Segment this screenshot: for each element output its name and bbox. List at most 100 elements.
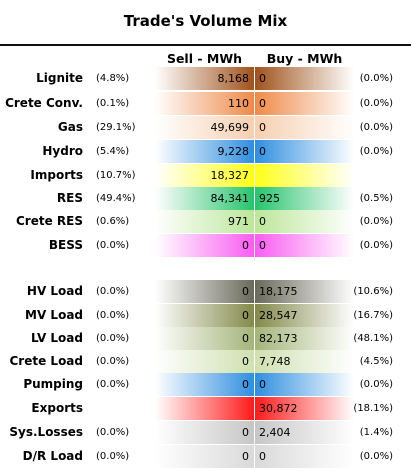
buy-value-cell: 2,404 — [255, 421, 354, 444]
buy-percent: (48.1%) — [353, 333, 393, 344]
sell-percent: (0.0%) — [96, 379, 130, 390]
sell-value-cell: 0 — [155, 445, 254, 468]
sell-value-cell: 0 — [155, 350, 254, 373]
row-label: Exports — [31, 401, 83, 415]
cell-divider — [254, 373, 255, 396]
buy-percent: (1.4%) — [359, 427, 393, 438]
row-label: BESS — [48, 238, 83, 252]
buy-percent: (16.7%) — [353, 310, 393, 321]
buy-value-cell — [255, 164, 354, 187]
table-row: Crete Conv. (0.1%) 110 0 (0.0%) — [0, 92, 411, 115]
buy-percent: (0.0%) — [359, 146, 393, 157]
cell-divider — [254, 67, 255, 90]
table-row: Hydro (5.4%) 9,228 0 (0.0%) — [0, 140, 411, 163]
sell-value-cell: 0 — [155, 421, 254, 444]
cell-divider — [254, 234, 255, 257]
buy-value-cell: 28,547 — [255, 304, 354, 327]
sell-value-cell: 84,341 — [155, 187, 254, 210]
row-label: Gas — [57, 120, 83, 134]
sell-value-cell: 9,228 — [155, 140, 254, 163]
cell-divider — [254, 116, 255, 139]
sell-column-header: Sell - MWh — [166, 51, 243, 66]
row-label: Crete RES — [16, 214, 83, 228]
table-row: RES (49.4%) 84,341 925 (0.5%) — [0, 187, 411, 210]
buy-percent: (0.0%) — [359, 451, 393, 462]
sell-value-cell: 18,327 — [155, 164, 254, 187]
buy-percent: (0.0%) — [359, 98, 393, 109]
cell-divider — [254, 164, 255, 187]
sell-percent: (0.0%) — [96, 333, 130, 344]
cell-divider — [254, 187, 255, 210]
title-divider — [0, 44, 411, 46]
row-label: Crete Conv. — [5, 96, 83, 110]
buy-percent: (0.0%) — [359, 73, 393, 84]
row-label: LV Load — [30, 331, 83, 345]
table-row: MV Load (0.0%) 0 28,547 (16.7%) — [0, 304, 411, 327]
row-label: RES — [56, 191, 83, 205]
row-label: HV Load — [26, 284, 83, 298]
sell-percent: (49.4%) — [96, 193, 136, 204]
row-label: Sys.Losses — [9, 425, 83, 439]
sell-value-cell — [155, 397, 254, 420]
sell-percent: (0.0%) — [96, 286, 130, 297]
row-label: Hydro — [42, 144, 83, 158]
buy-value-cell: 0 — [255, 234, 354, 257]
cell-divider — [254, 350, 255, 373]
chart-title: Trade's Volume Mix — [123, 12, 288, 30]
sell-value-cell: 49,699 — [155, 116, 254, 139]
cell-divider — [254, 92, 255, 115]
cell-divider — [254, 445, 255, 468]
table-row: Exports 30,872 (18.1%) — [0, 397, 411, 420]
row-label: D/R Load — [22, 449, 83, 463]
buy-value-cell: 0 — [255, 140, 354, 163]
table-row: Imports (10.7%) 18,327 — [0, 164, 411, 187]
sell-percent: (4.8%) — [96, 73, 130, 84]
buy-value-cell: 0 — [255, 210, 354, 233]
sell-percent: (0.0%) — [96, 240, 130, 251]
table-row: Crete RES (0.6%) 971 0 (0.0%) — [0, 210, 411, 233]
table-row: HV Load (0.0%) 0 18,175 (10.6%) — [0, 280, 411, 303]
buy-percent: (0.0%) — [359, 379, 393, 390]
sell-value-cell: 0 — [155, 304, 254, 327]
row-label: Imports — [30, 168, 83, 182]
sell-value-cell: 0 — [155, 327, 254, 350]
cell-divider — [254, 327, 255, 350]
sell-percent: (0.0%) — [96, 451, 130, 462]
sell-value-cell: 0 — [155, 280, 254, 303]
table-row: Gas (29.1%) 49,699 0 (0.0%) — [0, 116, 411, 139]
buy-percent: (0.5%) — [359, 193, 393, 204]
row-label: MV Load — [25, 308, 83, 322]
buy-percent: (18.1%) — [353, 403, 393, 414]
buy-value-cell: 0 — [255, 373, 354, 396]
buy-percent: (0.0%) — [359, 216, 393, 227]
buy-value-cell: 0 — [255, 445, 354, 468]
sell-value-cell: 110 — [155, 92, 254, 115]
table-row: Pumping (0.0%) 0 0 (0.0%) — [0, 373, 411, 396]
table-row: LV Load (0.0%) 0 82,173 (48.1%) — [0, 327, 411, 350]
row-label: Crete Load — [9, 354, 84, 368]
table-row: BESS (0.0%) 0 0 (0.0%) — [0, 234, 411, 257]
buy-value-cell: 0 — [255, 92, 354, 115]
row-label: Pumping — [23, 377, 83, 391]
sell-value-cell: 971 — [155, 210, 254, 233]
buy-percent: (0.0%) — [359, 240, 393, 251]
row-label: Lignite — [36, 71, 83, 85]
buy-value-cell: 18,175 — [255, 280, 354, 303]
cell-divider — [254, 397, 255, 420]
cell-divider — [254, 421, 255, 444]
buy-percent: (10.6%) — [353, 286, 393, 297]
buy-value-cell: 30,872 — [255, 397, 354, 420]
buy-value-cell: 0 — [255, 67, 354, 90]
cell-divider — [254, 280, 255, 303]
sell-value-cell: 8,168 — [155, 67, 254, 90]
sell-percent: (0.0%) — [96, 427, 130, 438]
buy-value-cell: 925 — [255, 187, 354, 210]
sell-value-cell: 0 — [155, 373, 254, 396]
buy-value-cell: 7,748 — [255, 350, 354, 373]
sell-percent: (5.4%) — [96, 146, 130, 157]
sell-percent: (0.1%) — [96, 98, 130, 109]
sell-value-cell: 0 — [155, 234, 254, 257]
sell-percent: (0.0%) — [96, 356, 130, 367]
cell-divider — [254, 210, 255, 233]
cell-divider — [254, 304, 255, 327]
